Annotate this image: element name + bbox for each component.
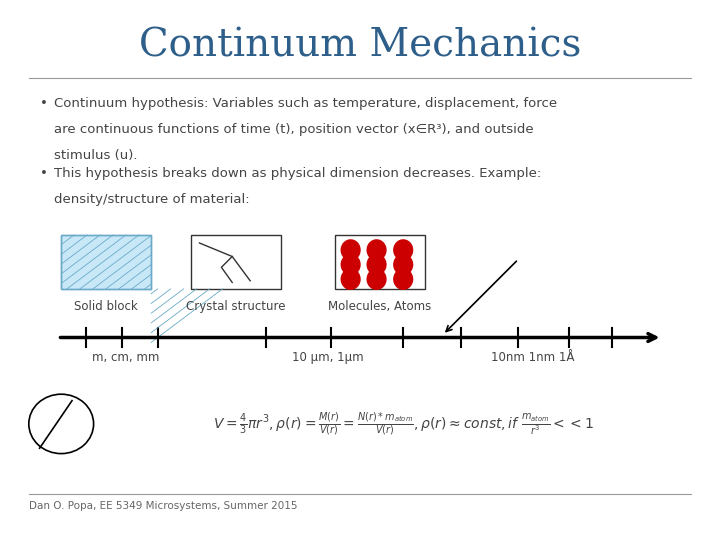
Text: are continuous functions of time (t), position vector (x∈R³), and outside: are continuous functions of time (t), po… (54, 123, 534, 136)
Text: 10nm 1nm 1Å: 10nm 1nm 1Å (491, 351, 575, 364)
Text: Solid block: Solid block (74, 300, 138, 313)
Ellipse shape (341, 254, 361, 275)
Ellipse shape (393, 254, 413, 275)
Ellipse shape (393, 239, 413, 261)
Text: This hypothesis breaks down as physical dimension decreases. Example:: This hypothesis breaks down as physical … (54, 167, 541, 180)
Text: m, cm, mm: m, cm, mm (92, 351, 160, 364)
Ellipse shape (29, 394, 94, 454)
Ellipse shape (366, 268, 387, 290)
Ellipse shape (393, 268, 413, 290)
Text: •: • (40, 97, 48, 110)
Text: Molecules, Atoms: Molecules, Atoms (328, 300, 431, 313)
FancyBboxPatch shape (61, 235, 151, 289)
FancyBboxPatch shape (335, 235, 425, 289)
FancyBboxPatch shape (191, 235, 281, 289)
Text: Continuum hypothesis: Variables such as temperature, displacement, force: Continuum hypothesis: Variables such as … (54, 97, 557, 110)
Ellipse shape (366, 239, 387, 261)
Ellipse shape (366, 254, 387, 275)
Text: Dan O. Popa, EE 5349 Microsystems, Summer 2015: Dan O. Popa, EE 5349 Microsystems, Summe… (29, 501, 297, 511)
Text: •: • (40, 167, 48, 180)
Ellipse shape (341, 268, 361, 290)
Text: density/structure of material:: density/structure of material: (54, 193, 250, 206)
Text: $V = \frac{4}{3}\pi r^3, \rho(r) = \frac{M(r)}{V(r)} = \frac{N(r)*m_{atom}}{V(r): $V = \frac{4}{3}\pi r^3, \rho(r) = \frac… (213, 410, 593, 438)
Text: Continuum Mechanics: Continuum Mechanics (139, 28, 581, 64)
Text: stimulus (u).: stimulus (u). (54, 149, 138, 162)
Ellipse shape (341, 239, 361, 261)
Text: Crystal structure: Crystal structure (186, 300, 286, 313)
Text: 10 μm, 1μm: 10 μm, 1μm (292, 351, 364, 364)
